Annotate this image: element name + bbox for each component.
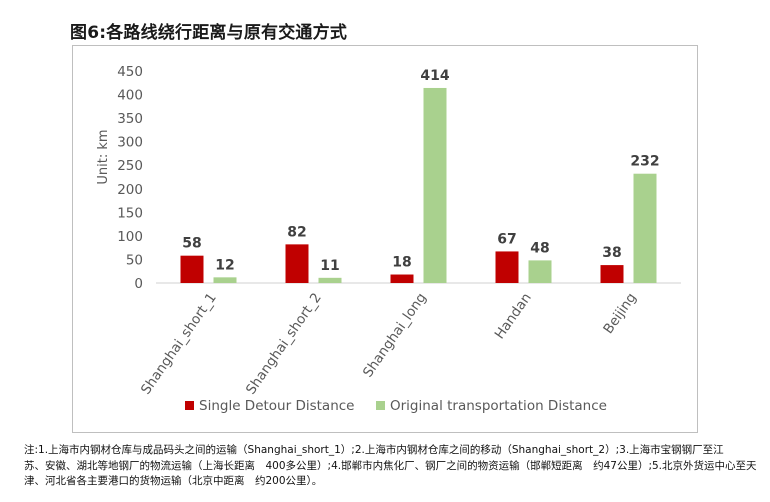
bar-single-detour xyxy=(390,274,414,283)
legend-swatch xyxy=(185,401,194,410)
y-tick-label: 50 xyxy=(126,252,143,268)
y-tick-label: 350 xyxy=(117,111,143,127)
footnote-line: 津、河北省各主要港口的货物运输（北京中距离 约200公里）。 xyxy=(24,475,323,487)
bar-original-distance xyxy=(423,87,447,284)
y-tick-label: 450 xyxy=(117,64,143,80)
y-tick-label: 400 xyxy=(117,88,143,104)
chart-frame: Unit: km 0 50 100 150 200 250 300 350 400 450 58 12 S… xyxy=(72,45,698,433)
x-tick-label: Handan xyxy=(492,290,535,342)
x-tick-label: Shanghai_short_1 xyxy=(138,290,220,397)
y-tick-label: 0 xyxy=(134,276,143,292)
x-tick-label: Shanghai_long xyxy=(360,290,430,380)
y-tick-label: 300 xyxy=(117,135,143,151)
x-tick-label: Beijing xyxy=(600,290,639,337)
data-label: 58 xyxy=(182,236,201,252)
data-label: 11 xyxy=(320,258,339,274)
bar-single-detour xyxy=(495,251,519,283)
footnote: 注:1.上海市内钢材仓库与成品码头之间的运输（Shanghai_short_1）… xyxy=(24,443,759,490)
bar-original-distance xyxy=(633,173,657,283)
y-tick-label: 150 xyxy=(117,205,143,221)
bar-single-detour xyxy=(285,244,309,283)
y-tick-label: 250 xyxy=(117,158,143,174)
legend-label: Original transportation Distance xyxy=(390,398,607,414)
data-label: 12 xyxy=(215,257,234,273)
bar-single-detour xyxy=(600,265,624,283)
x-tick-label: Shanghai_short_2 xyxy=(243,290,325,397)
footnote-line: 苏、安徽、湖北等地钢厂的物流运输（上海长距离 400多公里）;4.邯郸市内焦化厂… xyxy=(24,459,757,472)
data-label: 18 xyxy=(392,255,411,271)
data-label: 232 xyxy=(630,154,659,170)
y-axis-title: Unit: km xyxy=(96,129,111,184)
legend-label: Single Detour Distance xyxy=(199,398,354,414)
bar-original-distance xyxy=(528,260,552,283)
data-label: 48 xyxy=(530,240,549,256)
footnote-line: 注:1.上海市内钢材仓库与成品码头之间的运输（Shanghai_short_1）… xyxy=(24,444,724,456)
data-label: 414 xyxy=(420,68,449,84)
data-label: 38 xyxy=(602,245,621,261)
bar-original-distance xyxy=(318,277,342,283)
legend-swatch xyxy=(376,401,385,410)
y-tick-label: 100 xyxy=(117,229,143,245)
data-label: 67 xyxy=(497,231,516,247)
bar-single-detour xyxy=(180,255,204,283)
figure-title: 图6:各路线绕行距离与原有交通方式 xyxy=(70,23,348,43)
data-label: 82 xyxy=(287,224,306,240)
bar-original-distance xyxy=(213,277,237,283)
bar-chart: Unit: km 0 50 100 150 200 250 300 350 400 450 58 12 S… xyxy=(96,64,681,414)
y-tick-label: 200 xyxy=(117,182,143,198)
